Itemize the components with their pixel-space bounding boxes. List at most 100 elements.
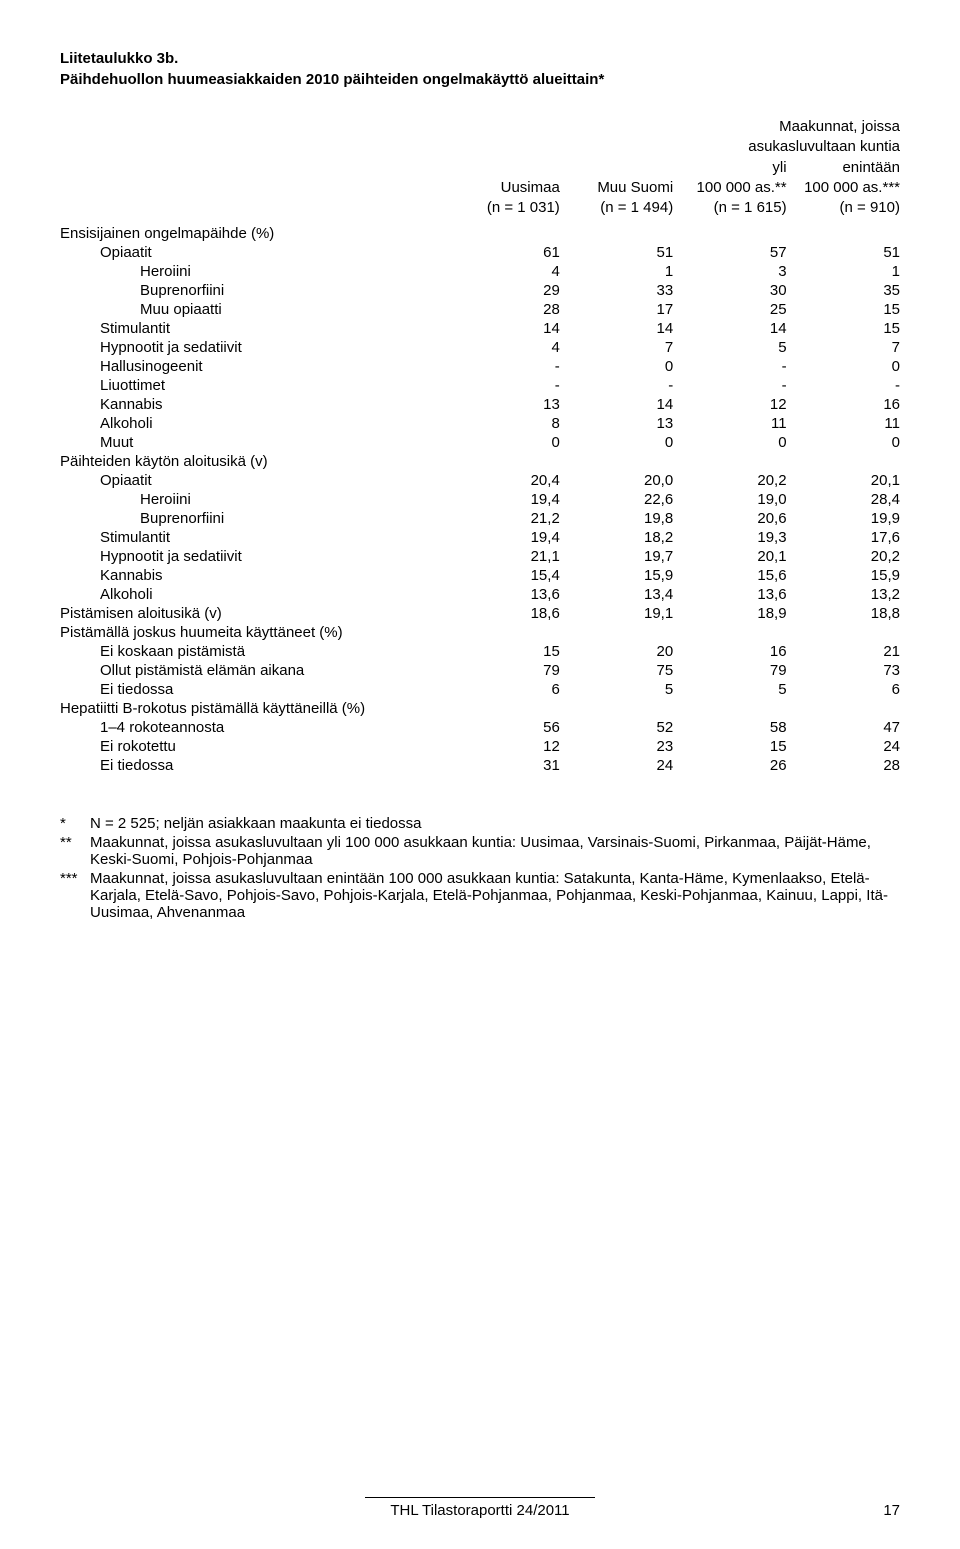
table-cell: 73	[787, 661, 900, 680]
table-cell: 0	[560, 433, 673, 452]
table-cell: 26	[673, 756, 786, 775]
table-cell: 58	[673, 718, 786, 737]
table-cell: 13	[560, 414, 673, 433]
note-text: Maakunnat, joissa asukasluvultaan yli 10…	[90, 834, 900, 868]
row-label: Opiaatit	[60, 471, 446, 490]
table-cell: 4	[446, 262, 559, 281]
table-cell: 14	[446, 319, 559, 338]
table-cell: 16	[673, 642, 786, 661]
table-cell: 1	[787, 262, 900, 281]
table-cell: -	[446, 376, 559, 395]
note-mark: *	[60, 815, 90, 832]
table-cell: -	[673, 376, 786, 395]
table-cell: 0	[787, 433, 900, 452]
section-header: Hepatiitti B-rokotus pistämällä käyttäne…	[60, 699, 900, 718]
row-label: 1–4 rokoteannosta	[60, 718, 446, 737]
table-cell: 28	[446, 300, 559, 319]
table-cell: 35	[787, 281, 900, 300]
table-cell: 30	[673, 281, 786, 300]
table-cell: 19,1	[560, 604, 673, 623]
table-cell: 3	[673, 262, 786, 281]
table-cell: 5	[673, 338, 786, 357]
table-cell: 12	[673, 395, 786, 414]
table-cell: 29	[446, 281, 559, 300]
row-label: Hallusinogeenit	[60, 357, 446, 376]
section-header: Pistämällä joskus huumeita käyttäneet (%…	[60, 623, 900, 642]
table-cell: 20	[560, 642, 673, 661]
table-cell: 20,2	[673, 471, 786, 490]
table-cell: 51	[787, 243, 900, 262]
table-cell: 19,7	[560, 547, 673, 566]
table-cell: 15	[673, 737, 786, 756]
table-cell: 20,2	[787, 547, 900, 566]
note-text: Maakunnat, joissa asukasluvultaan enintä…	[90, 870, 900, 921]
table-cell: 24	[560, 756, 673, 775]
section-header: Ensisijainen ongelmapäihde (%)	[60, 224, 900, 243]
table-cell: 14	[673, 319, 786, 338]
row-label: Ei tiedossa	[60, 756, 446, 775]
table-cell: 20,0	[560, 471, 673, 490]
page-number: 17	[883, 1502, 900, 1519]
table-cell: 18,6	[446, 604, 559, 623]
table-cell: 33	[560, 281, 673, 300]
table-cell: 79	[673, 661, 786, 680]
table-cell: 19,4	[446, 528, 559, 547]
table-cell: 15,6	[673, 566, 786, 585]
row-label: Buprenorfiini	[60, 281, 446, 300]
table-cell: 5	[673, 680, 786, 699]
table-cell: 4	[446, 338, 559, 357]
table-cell: 16	[787, 395, 900, 414]
table-cell: 7	[560, 338, 673, 357]
table-cell: 23	[560, 737, 673, 756]
table-cell: 24	[787, 737, 900, 756]
table-cell: 20,6	[673, 509, 786, 528]
table-cell: 22,6	[560, 490, 673, 509]
table-cell: 52	[560, 718, 673, 737]
table-cell: 57	[673, 243, 786, 262]
table-cell: 20,4	[446, 471, 559, 490]
table-cell: 13	[446, 395, 559, 414]
table-cell: 5	[560, 680, 673, 699]
table-number: Liitetaulukko 3b.	[60, 50, 900, 67]
table-cell: 0	[673, 433, 786, 452]
row-label: Ollut pistämistä elämän aikana	[60, 661, 446, 680]
table-cell: 15,4	[446, 566, 559, 585]
table-cell: 20,1	[673, 547, 786, 566]
table-cell: 13,6	[446, 585, 559, 604]
table-cell: 18,2	[560, 528, 673, 547]
table-cell: 21	[787, 642, 900, 661]
table-cell: 18,8	[787, 604, 900, 623]
row-label: Kannabis	[60, 395, 446, 414]
table-cell: -	[446, 357, 559, 376]
table-cell: 28,4	[787, 490, 900, 509]
table-cell: 15	[446, 642, 559, 661]
table-cell: 79	[446, 661, 559, 680]
table-cell: -	[560, 376, 673, 395]
table-cell: -	[787, 376, 900, 395]
row-label: Hypnootit ja sedatiivit	[60, 338, 446, 357]
footnotes: *N = 2 525; neljän asiakkaan maakunta ei…	[60, 815, 900, 921]
row-label: Alkoholi	[60, 414, 446, 433]
table-cell: 11	[787, 414, 900, 433]
table-cell: 0	[787, 357, 900, 376]
row-label: Kannabis	[60, 566, 446, 585]
col-header-maakunnat: Maakunnat, joissa asukasluvultaan kuntia…	[673, 116, 900, 224]
table-cell: 0	[560, 357, 673, 376]
col-header-muusuomi: Muu Suomi (n = 1 494)	[560, 116, 673, 224]
table-cell: 15	[787, 319, 900, 338]
table-cell: 61	[446, 243, 559, 262]
row-label: Opiaatit	[60, 243, 446, 262]
table-cell: 0	[446, 433, 559, 452]
row-label: Alkoholi	[60, 585, 446, 604]
table-cell: 17,6	[787, 528, 900, 547]
row-label: Muut	[60, 433, 446, 452]
row-label: Ei koskaan pistämistä	[60, 642, 446, 661]
section-header: Päihteiden käytön aloitusikä (v)	[60, 452, 900, 471]
table-cell: 20,1	[787, 471, 900, 490]
table-cell: 13,4	[560, 585, 673, 604]
table-cell: 19,4	[446, 490, 559, 509]
table-cell: 7	[787, 338, 900, 357]
table-cell: 31	[446, 756, 559, 775]
note-text: N = 2 525; neljän asiakkaan maakunta ei …	[90, 815, 900, 832]
table-cell: 75	[560, 661, 673, 680]
